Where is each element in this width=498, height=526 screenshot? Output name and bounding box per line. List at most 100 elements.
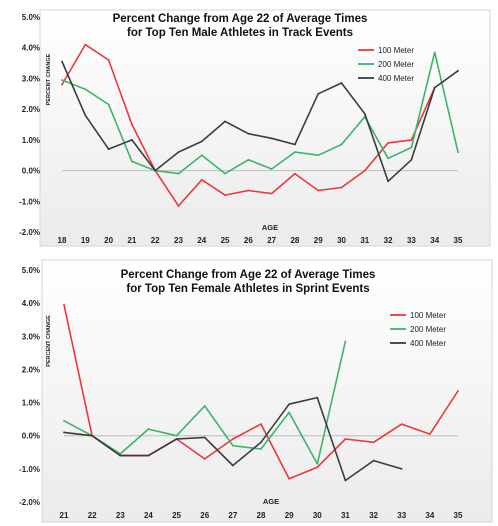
male-series-400-meter-point: [200, 140, 203, 143]
female-y-tick-label: 3.0%: [22, 332, 40, 341]
male-series-100-meter-point: [130, 123, 133, 126]
male-series-100-meter-point: [410, 138, 413, 141]
male-series-100-meter-point: [387, 142, 390, 144]
female-x-tick-label: 32: [369, 511, 378, 520]
female-series-100-meter-point: [288, 477, 291, 480]
chart-male-track: 5.0% 4.0% 3.0% 2.0% 1.0% 0.0% -1.0% -2.0% 18 19 20…: [0, 0, 498, 256]
female-series-200-meter-point: [175, 434, 178, 437]
female-series-400-meter-point: [119, 454, 122, 457]
male-y-tick-label: 0.0%: [22, 167, 40, 176]
female-x-tick-label: 21: [60, 511, 69, 520]
male-series-100-meter-point: [270, 192, 273, 195]
female-x-tick-label: 31: [341, 511, 350, 520]
female-series-100-meter-point: [63, 303, 65, 306]
male-x-tick-label: 28: [290, 236, 299, 245]
male-series-200-meter-point: [340, 143, 343, 146]
male-x-tick-label: 33: [407, 236, 416, 245]
female-x-tick-label: 24: [144, 511, 153, 520]
male-series-400-meter-point: [340, 82, 343, 84]
female-series-400-meter-point: [260, 441, 262, 444]
male-y-tick-label: 3.0%: [22, 74, 40, 83]
male-y-tick-label: 2.0%: [22, 105, 40, 114]
male-series-400-meter-point: [224, 120, 226, 123]
male-series-400-meter-point: [410, 158, 413, 161]
female-series-400-meter-point: [400, 467, 403, 470]
female-legend-label-200-meter: 200 Meter: [410, 325, 446, 334]
male-series-100-meter-point: [107, 59, 110, 61]
male-y-tick-label: 1.0%: [22, 136, 40, 145]
male-series-100-meter-point: [317, 189, 320, 192]
male-x-tick-label: 34: [430, 236, 439, 245]
male-legend-label-200-meter: 200 Meter: [378, 60, 414, 69]
male-series-400-meter-line: [61, 61, 459, 183]
female-legend-label-400-meter: 400 Meter: [410, 339, 446, 348]
female-x-tick-label: 22: [88, 511, 97, 520]
male-plot-background: [39, 9, 491, 247]
male-series-200-meter-point: [457, 151, 459, 154]
male-series-400-meter-point: [270, 137, 273, 140]
male-x-tick-label: 18: [58, 236, 67, 245]
male-x-tick-label: 21: [127, 236, 136, 245]
female-series-100-meter-point: [231, 438, 234, 440]
female-chart-title-line: Percent Change from Age 22 of Average Ti…: [121, 269, 376, 281]
female-series-200-meter-point: [344, 340, 347, 343]
male-y-tick-label: 4.0%: [22, 44, 40, 53]
male-series-100-meter-point: [247, 189, 250, 192]
male-legend-label-400-meter: 400 Meter: [378, 74, 414, 83]
male-legend-label-100-meter: 100 Meter: [378, 46, 414, 55]
female-y-tick-label: 1.0%: [22, 399, 40, 408]
male-series-100-meter-point: [61, 83, 63, 86]
male-y-axis-label: PERCENT CHANGE: [46, 53, 52, 105]
female-y-tick-label: 5.0%: [22, 266, 40, 275]
female-series-400-meter-point: [288, 403, 291, 406]
male-series-200-meter-point: [177, 172, 180, 175]
female-legend-label-100-meter: 100 Meter: [410, 311, 446, 320]
male-series-400-meter-point: [457, 69, 459, 72]
female-series-100-meter-point: [400, 423, 403, 426]
male-series-400-meter-point: [363, 112, 366, 115]
chart-male-track-svg: 5.0% 4.0% 3.0% 2.0% 1.0% 0.0% -1.0% -2.0% 18 19 20…: [19, 9, 491, 247]
female-x-tick-label: 33: [397, 511, 406, 520]
female-x-tick-label: 25: [172, 511, 181, 520]
female-plot-background: [41, 259, 493, 523]
female-series-200-meter-point: [147, 428, 150, 430]
female-series-100-meter-point: [316, 466, 319, 469]
male-series-200-meter-point: [84, 88, 87, 91]
male-x-tick-label: 31: [360, 236, 369, 245]
male-series-200-meter-point: [224, 172, 226, 175]
female-y-tick-label: 4.0%: [22, 299, 40, 308]
female-series-100-meter-point: [457, 390, 459, 392]
male-x-tick-label: 23: [174, 236, 183, 245]
male-x-tick-label: 29: [314, 236, 323, 245]
female-x-tick-label: 27: [228, 511, 237, 520]
female-series-100-meter-point: [428, 433, 431, 435]
female-series-200-meter-point: [316, 462, 319, 465]
female-series-400-meter-point: [316, 396, 319, 399]
female-x-tick-label: 35: [454, 511, 463, 520]
male-series-400-meter-point: [247, 132, 250, 135]
male-series-200-meter-point: [410, 146, 413, 149]
female-x-tick-label: 26: [200, 511, 209, 520]
male-series-400-meter-point: [294, 143, 296, 146]
male-series-400-meter-point: [107, 148, 110, 150]
male-series-100-meter-point: [340, 186, 343, 189]
male-y-tick-label: -2.0%: [19, 228, 40, 237]
female-series-100-meter-point: [203, 458, 206, 460]
male-series-400-meter-point: [130, 138, 133, 141]
male-x-tick-label: 22: [151, 236, 160, 245]
female-x-tick-label: 30: [313, 511, 322, 520]
female-y-axis-label: PERCENT CHANGE: [46, 315, 52, 367]
male-series-100-meter-point: [224, 194, 226, 197]
male-series-200-meter-line: [61, 51, 459, 175]
male-chart-title-line: Percent Change from Age 22 of Average Ti…: [113, 13, 368, 25]
male-series-200-meter-point: [130, 160, 133, 163]
female-x-axis-label: AGE: [263, 497, 279, 506]
male-series-100-meter-point: [363, 169, 366, 172]
female-series-400-meter-point: [231, 464, 234, 467]
female-x-tick-label: 23: [116, 511, 125, 520]
female-x-tick-label: 29: [285, 511, 294, 520]
male-series-400-meter-point: [317, 92, 320, 95]
female-series-200-meter-point: [203, 404, 206, 407]
male-series-100-meter-point: [294, 172, 296, 175]
female-series-400-meter-point: [175, 438, 178, 440]
